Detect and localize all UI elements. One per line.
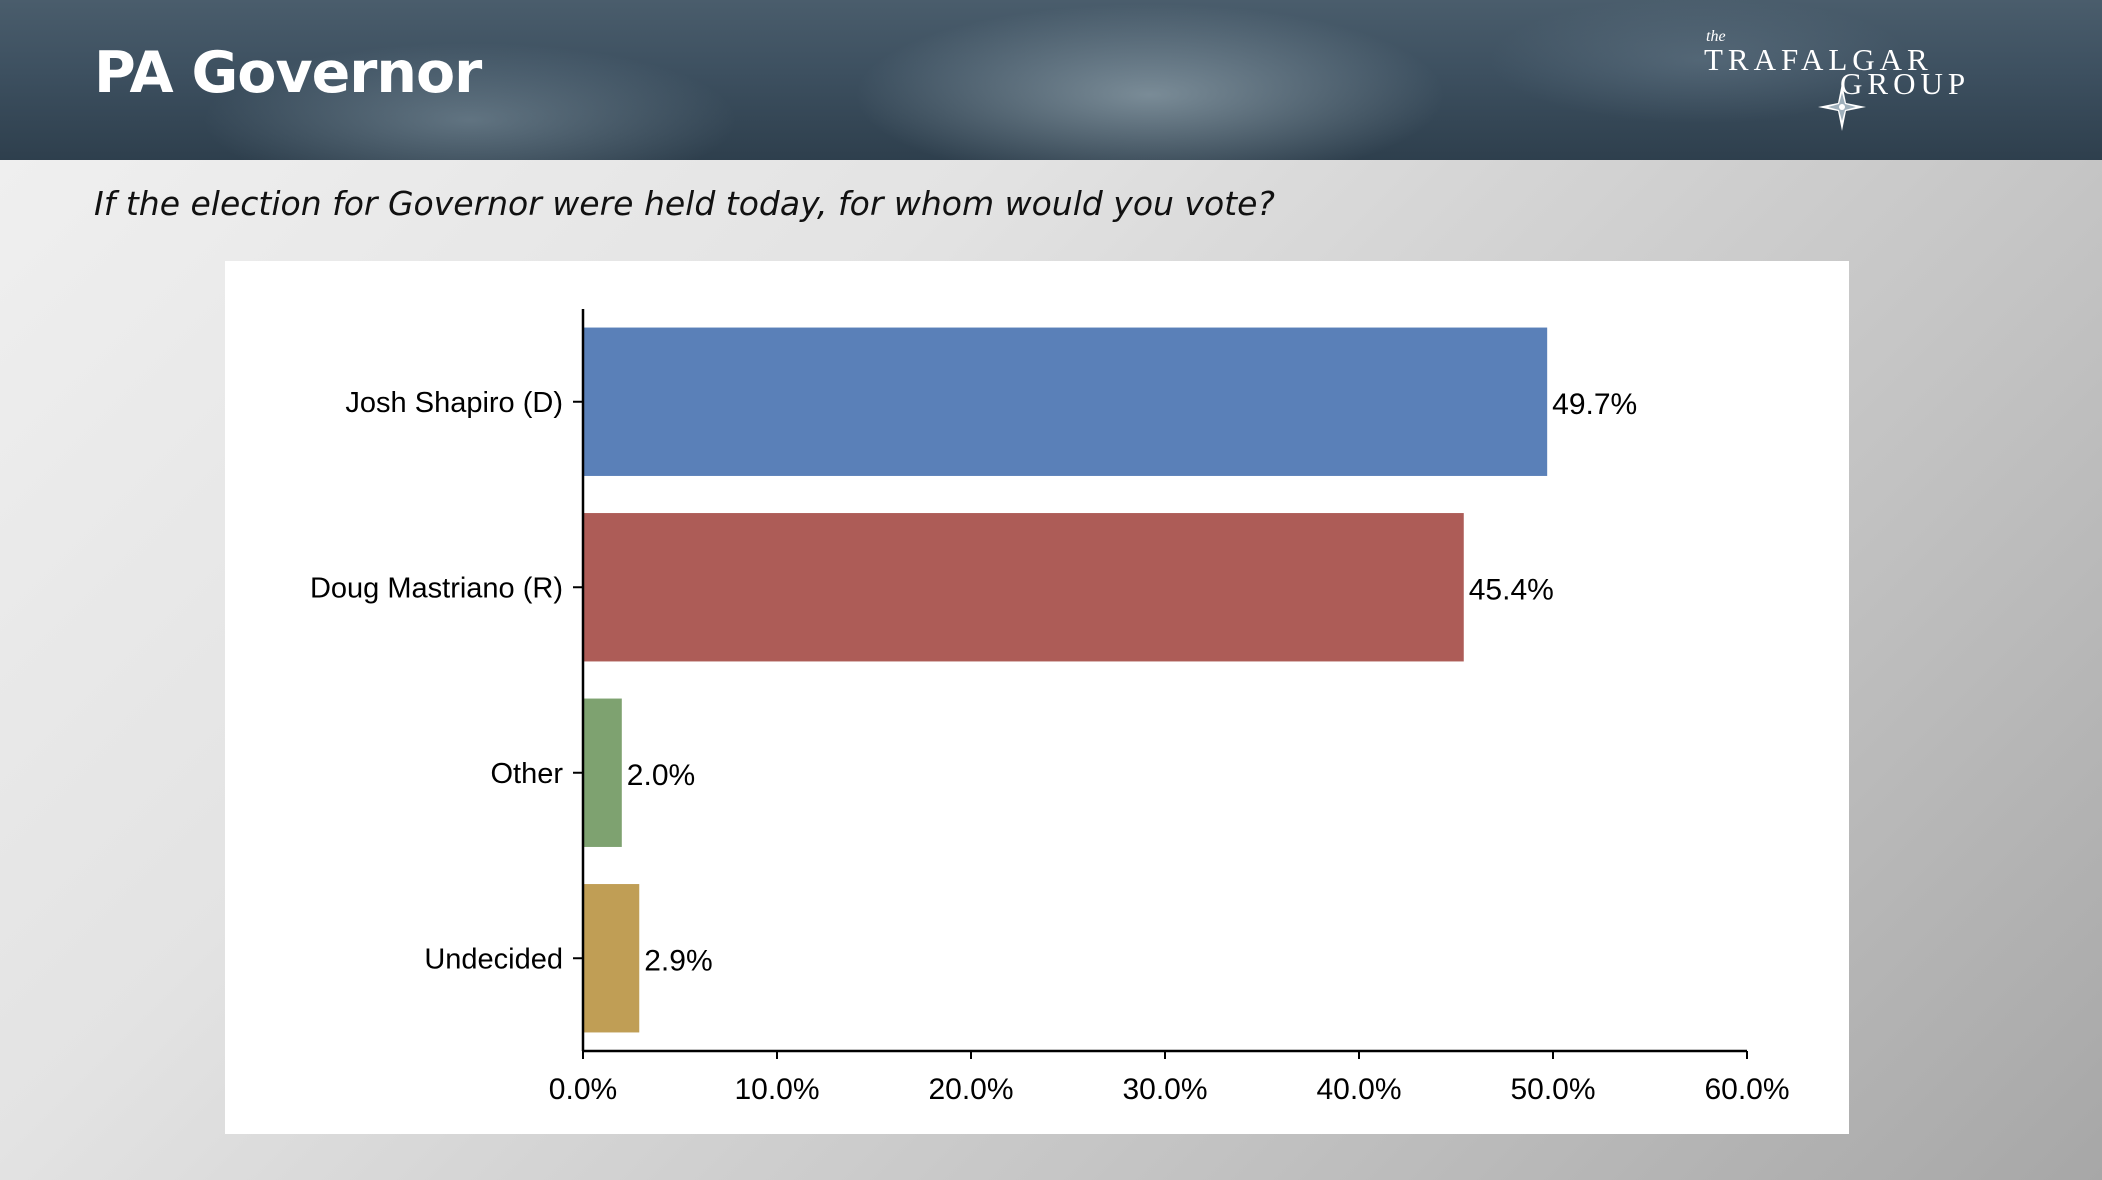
x-tick-label-1: 10.0% [734,1073,819,1106]
trafalgar-group-logo: the TRAFALGAR GROUP [1700,28,2010,138]
header-banner: PA Governor the TRAFALGAR GROUP [0,0,2102,160]
x-tick-label-4: 40.0% [1316,1073,1401,1106]
survey-question: If the election for Governor were held t… [94,184,1275,223]
bar-1 [583,513,1464,662]
data-label-1: 45.4% [1469,573,1554,606]
y-tick-label-3: Undecided [424,943,563,975]
bar-0 [583,327,1548,476]
bar-3 [583,884,640,1033]
data-label-0: 49.7% [1552,388,1637,421]
bar-2 [583,698,622,847]
x-tick-label-6: 60.0% [1704,1073,1789,1106]
y-tick-label-0: Josh Shapiro (D) [345,387,563,419]
logo-line2-text: GROUP [1840,66,1971,101]
x-tick-label-3: 30.0% [1122,1073,1207,1106]
page-title: PA Governor [94,40,482,106]
bar-chart: Josh Shapiro (D) 49.7% Doug Mastriano (R) 4… [310,309,1790,1106]
y-tick-label-2: Other [490,758,563,790]
chart-panel: Josh Shapiro (D) 49.7% Doug Mastriano (R) 4… [225,261,1849,1134]
logo-line1-text: TRAFALGAR [1704,42,1933,77]
x-tick-label-2: 20.0% [928,1073,1013,1106]
data-label-3: 2.9% [644,944,712,977]
x-tick-label-0: 0.0% [549,1073,617,1106]
logo-the-text: the [1706,28,1726,45]
compass-rose-icon [1818,83,1866,131]
y-tick-label-1: Doug Mastriano (R) [310,572,563,604]
data-label-2: 2.0% [627,759,695,792]
x-tick-label-5: 50.0% [1510,1073,1595,1106]
